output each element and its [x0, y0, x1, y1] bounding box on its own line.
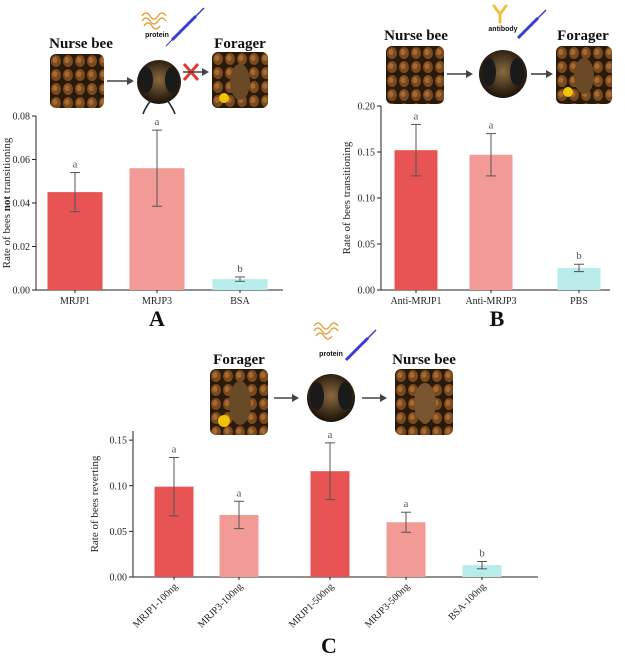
chart-b-significance-label: b: [576, 250, 582, 262]
chart-b-category-label: PBS: [570, 296, 588, 307]
panel-a-schematic: Nurse bee Forager protein: [49, 7, 268, 115]
chart-a-bar: [212, 279, 268, 290]
panel-b-nurse-bee-photo: [386, 46, 444, 104]
chart-a-y-tick-label: 0.00: [13, 286, 31, 297]
panel-b-letter: B: [490, 306, 505, 331]
panel-a-arrow-1-icon: [107, 77, 134, 85]
chart-b-y-tick-label: 0.10: [358, 194, 376, 205]
chart-c-category-label: MRJP3-100ng: [196, 581, 245, 630]
chart-b-bar: [557, 267, 601, 290]
chart-c-bar: [462, 565, 502, 577]
panel-c-schematic: Forager Nurse bee protein: [210, 322, 456, 435]
panel-b-bee-head-icon: [479, 50, 527, 98]
chart-a: 0.00 0.02 0.04 0.06 0.08 Rate of bees not tra…: [1, 112, 283, 307]
chart-c-y-tick-label: 0.00: [110, 573, 128, 584]
chart-c-significance-label: a: [237, 487, 242, 499]
chart-b-y-tick-label: 0.20: [358, 102, 376, 113]
chart-a-significance-label: a: [155, 116, 160, 128]
panel-a-syringe-icon: [165, 7, 205, 47]
panel-b-antibody-icon: [492, 4, 508, 24]
panel-c-bee-head-icon: [307, 374, 355, 422]
chart-a-y-tick-label: 0.08: [13, 112, 31, 123]
chart-c-significance-label: a: [172, 443, 177, 455]
panel-c-stage-from-label: Forager: [213, 352, 265, 368]
panel-c-syringe-icon: [344, 329, 377, 362]
panel-c-letter: C: [321, 633, 337, 657]
panel-b-schematic: Nurse bee Forager antibody: [384, 4, 612, 104]
panel-a-protein-icon: [141, 12, 167, 30]
chart-a-y-tick-label: 0.02: [13, 242, 31, 253]
panel-b-arrow-2-icon: [531, 70, 553, 78]
panel-a-forager-photo: [212, 52, 268, 108]
chart-b: 0.00 0.05 0.10 0.15 0.20 Rate of bees transit…: [341, 102, 610, 307]
chart-b-y-tick-label: 0.15: [358, 148, 376, 159]
panel-a-stage-from-label: Nurse bee: [49, 36, 113, 52]
panel-b-agent-label: antibody: [488, 26, 517, 33]
chart-b-category-label: Anti-MRJP3: [465, 296, 516, 307]
chart-c-significance-label: a: [328, 429, 333, 441]
chart-c-category-label: MRJP3-500ng: [363, 581, 412, 630]
panel-b-arrow-1-icon: [447, 70, 473, 78]
panel-c-agent-label: protein: [319, 351, 343, 358]
chart-a-y-axis-title: Rate of bees not transitioning: [1, 137, 13, 268]
chart-a-category-label: BSA: [230, 296, 250, 307]
chart-b-y-tick-label: 0.05: [358, 240, 376, 251]
chart-c-category-label: BSA-100ng: [447, 581, 489, 623]
panel-a-nurse-bee-photo: [50, 54, 104, 108]
panel-b-syringe-icon: [516, 9, 547, 40]
chart-b-significance-label: a: [414, 110, 419, 122]
chart-c-y-tick-label: 0.05: [110, 527, 128, 538]
panel-b-forager-photo: [556, 46, 612, 104]
panel-b-stage-from-label: Nurse bee: [384, 28, 448, 44]
chart-a-significance-label: a: [73, 159, 78, 171]
chart-a-significance-label: b: [237, 263, 243, 275]
chart-c-category-label: MRJP1-500ng: [287, 581, 336, 630]
panel-c-arrow-1-icon: [274, 394, 299, 402]
panel-a-agent-label: protein: [145, 32, 169, 39]
chart-b-category-label: Anti-MRJP1: [390, 296, 441, 307]
panel-c-stage-to-label: Nurse bee: [392, 352, 456, 368]
panel-c-arrow-2-icon: [362, 394, 387, 402]
chart-b-bar: [469, 154, 513, 290]
chart-c: 0.00 0.05 0.10 0.15 Rate of bees reverting a M…: [89, 429, 538, 630]
chart-a-category-label: MRJP1: [60, 296, 90, 307]
chart-b-significance-label: a: [489, 120, 494, 132]
panel-a-stage-to-label: Forager: [214, 36, 266, 52]
chart-c-significance-label: b: [479, 547, 485, 559]
panel-a-bee-head-icon: [137, 60, 181, 115]
panel-c-protein-icon: [313, 322, 339, 340]
chart-c-y-axis-title: Rate of bees reverting: [89, 455, 101, 552]
chart-b-y-axis-title: Rate of bees transitioning: [341, 141, 353, 254]
chart-a-category-label: MRJP3: [142, 296, 172, 307]
chart-a-y-tick-label: 0.04: [13, 199, 31, 210]
panel-c-nurse-bee-photo: [395, 369, 453, 435]
chart-c-y-tick-label: 0.15: [110, 436, 128, 447]
chart-a-y-tick-label: 0.06: [13, 155, 31, 166]
chart-c-significance-label: a: [404, 498, 409, 510]
panel-a-arrow-2-icon: [183, 68, 209, 76]
chart-b-y-tick-label: 0.00: [358, 286, 376, 297]
chart-c-y-tick-label: 0.10: [110, 481, 128, 492]
panel-a-letter: A: [149, 306, 165, 331]
chart-c-category-label: MRJP1-100ng: [131, 581, 180, 630]
panel-c-forager-photo: [210, 369, 268, 435]
panel-b-stage-to-label: Forager: [557, 28, 609, 44]
